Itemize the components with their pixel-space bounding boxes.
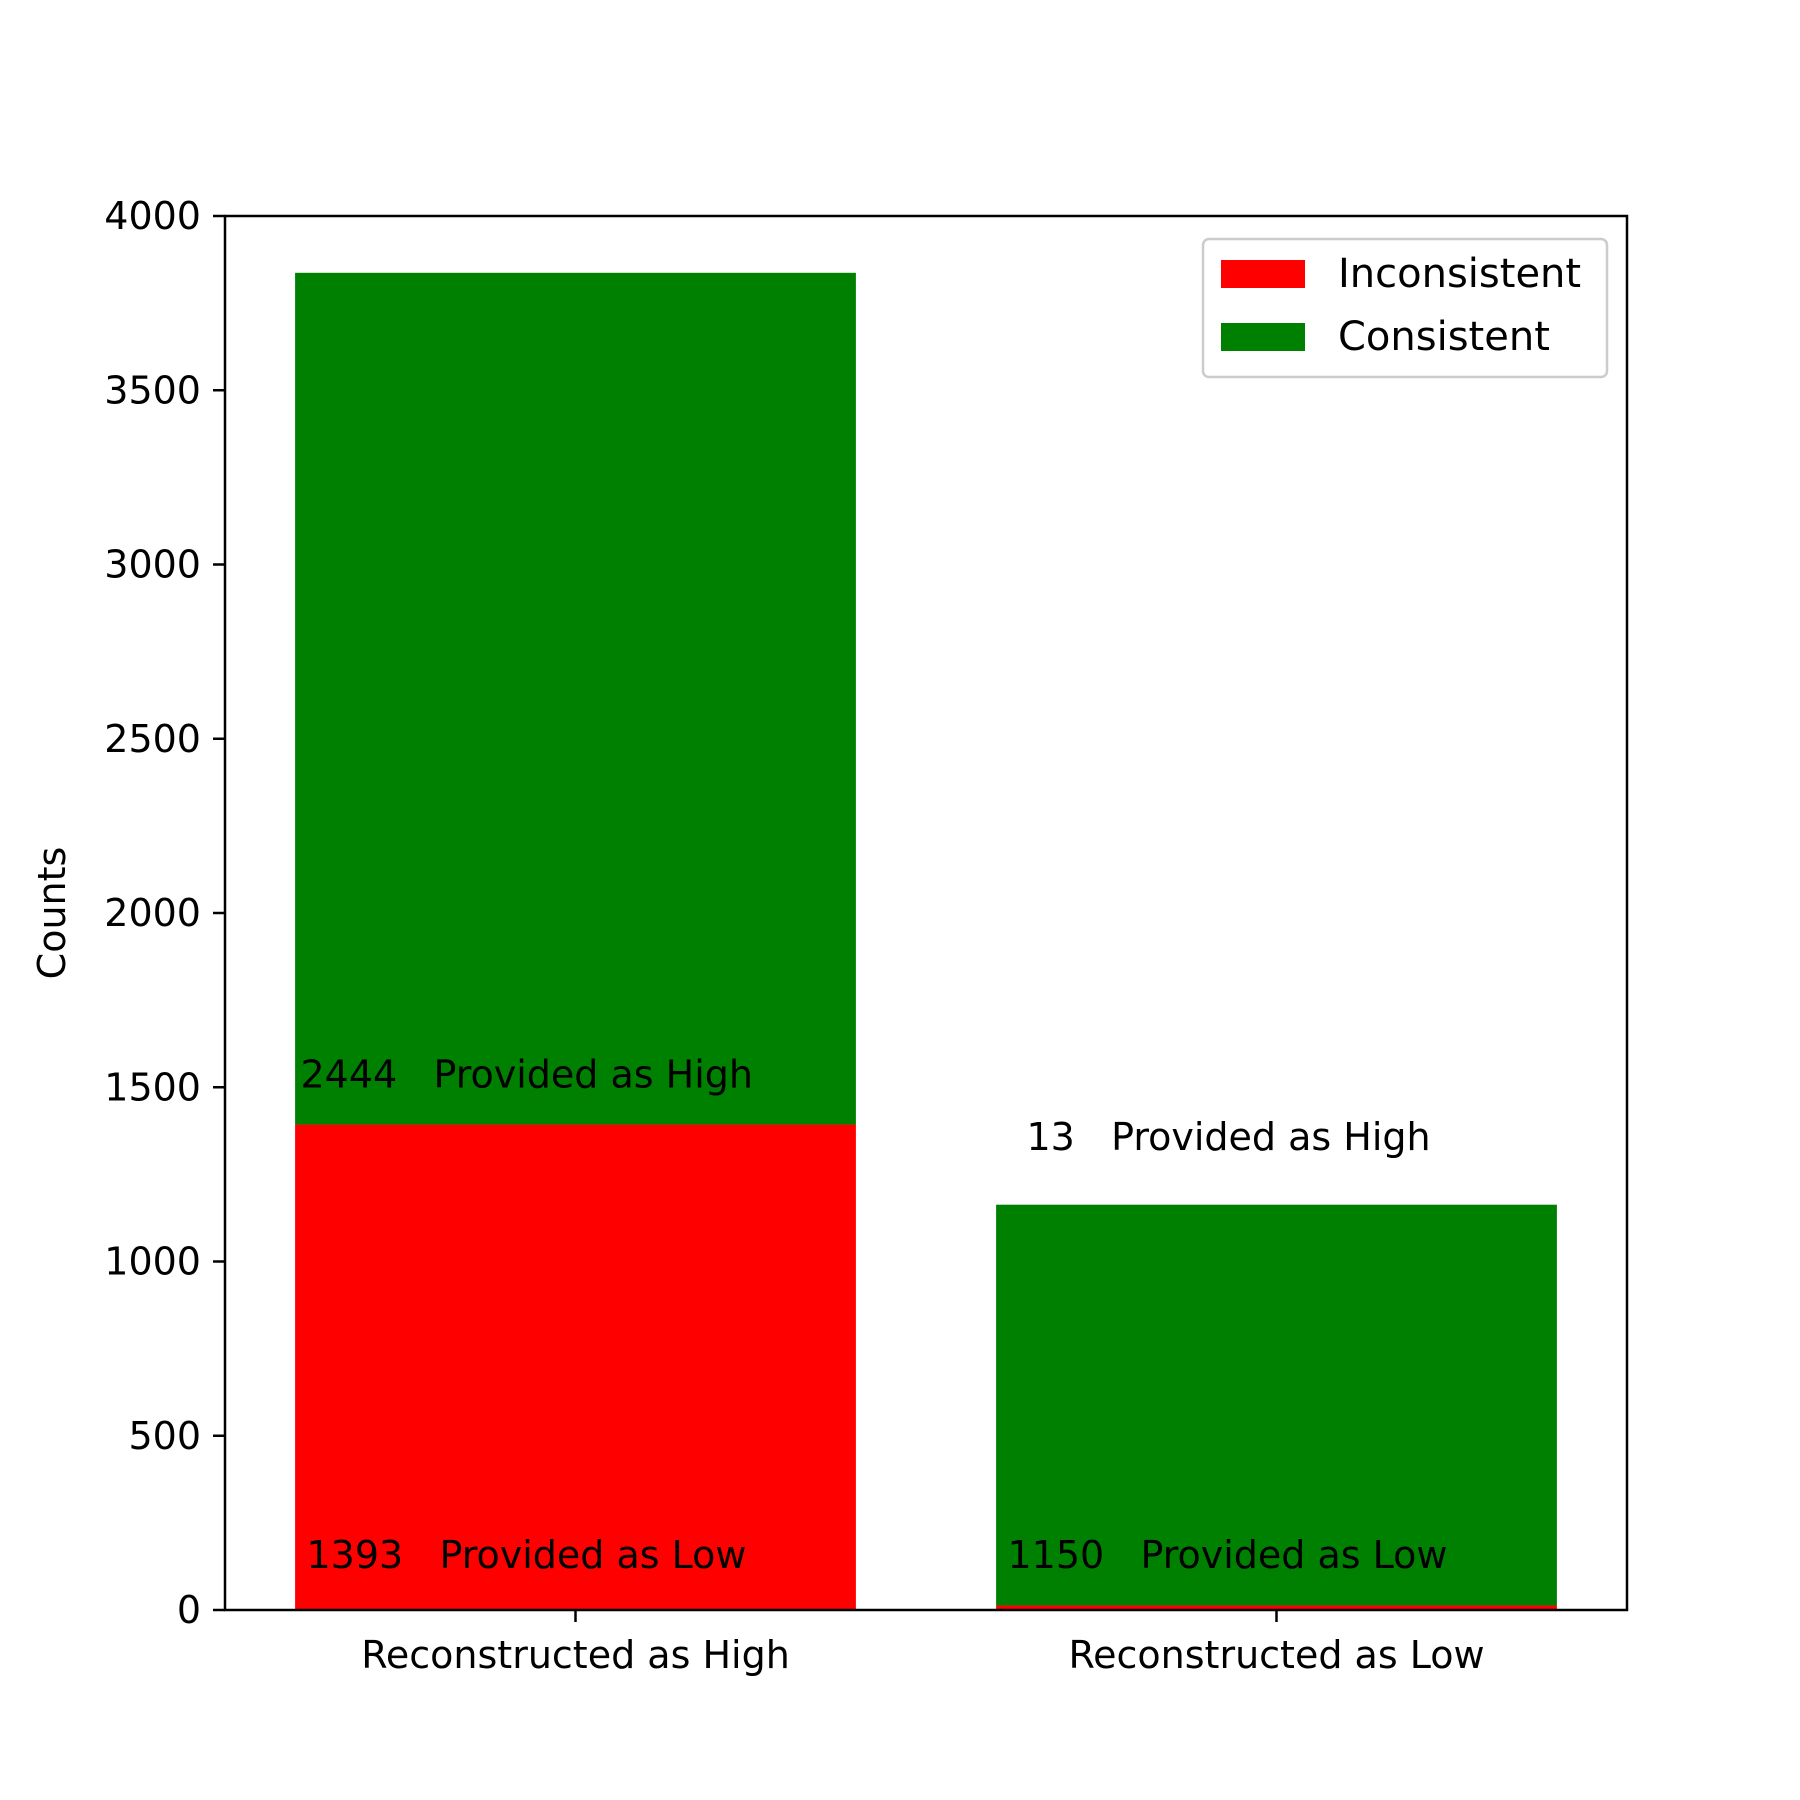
y-tick-label: 500	[128, 1414, 201, 1458]
x-tick-label: Reconstructed as Low	[1068, 1633, 1484, 1677]
y-tick-label: 0	[177, 1588, 201, 1632]
y-axis: 0 500 1000 1500 2000 2500 3000 3500 4000	[104, 194, 225, 1632]
y-tick-label: 4000	[104, 194, 201, 238]
data-label: 1150 Provided as Low	[1008, 1533, 1448, 1577]
y-tick-label: 1000	[104, 1240, 201, 1284]
legend-label-inconsistent: Inconsistent	[1338, 251, 1581, 297]
annotations-group: 2444 Provided as High 1393 Provided as Lo…	[301, 1052, 1448, 1577]
bar-inconsistent-1	[295, 1124, 856, 1610]
y-tick-label: 2500	[104, 717, 201, 761]
legend-swatch-consistent	[1221, 323, 1305, 351]
bar-consistent-2	[996, 1204, 1557, 1606]
x-tick-label: Reconstructed as High	[361, 1633, 790, 1677]
bar-consistent-1	[295, 272, 856, 1125]
bars-group	[295, 272, 1557, 1610]
bar-inconsistent-2	[996, 1605, 1557, 1610]
legend: Inconsistent Consistent	[1201, 237, 1609, 379]
y-tick-label: 2000	[104, 891, 201, 935]
data-label: 13 Provided as High	[1027, 1115, 1431, 1159]
y-tick-label: 1500	[104, 1065, 201, 1109]
y-axis-label: Counts	[30, 847, 74, 980]
legend-swatch-inconsistent	[1221, 260, 1305, 288]
data-label: 1393 Provided as Low	[307, 1533, 747, 1577]
legend-label-consistent: Consistent	[1338, 314, 1550, 360]
y-tick-label: 3500	[104, 368, 201, 412]
data-label: 2444 Provided as High	[301, 1052, 753, 1096]
x-axis: Reconstructed as High Reconstructed as Lo…	[361, 1610, 1485, 1677]
y-tick-label: 3000	[104, 543, 201, 587]
